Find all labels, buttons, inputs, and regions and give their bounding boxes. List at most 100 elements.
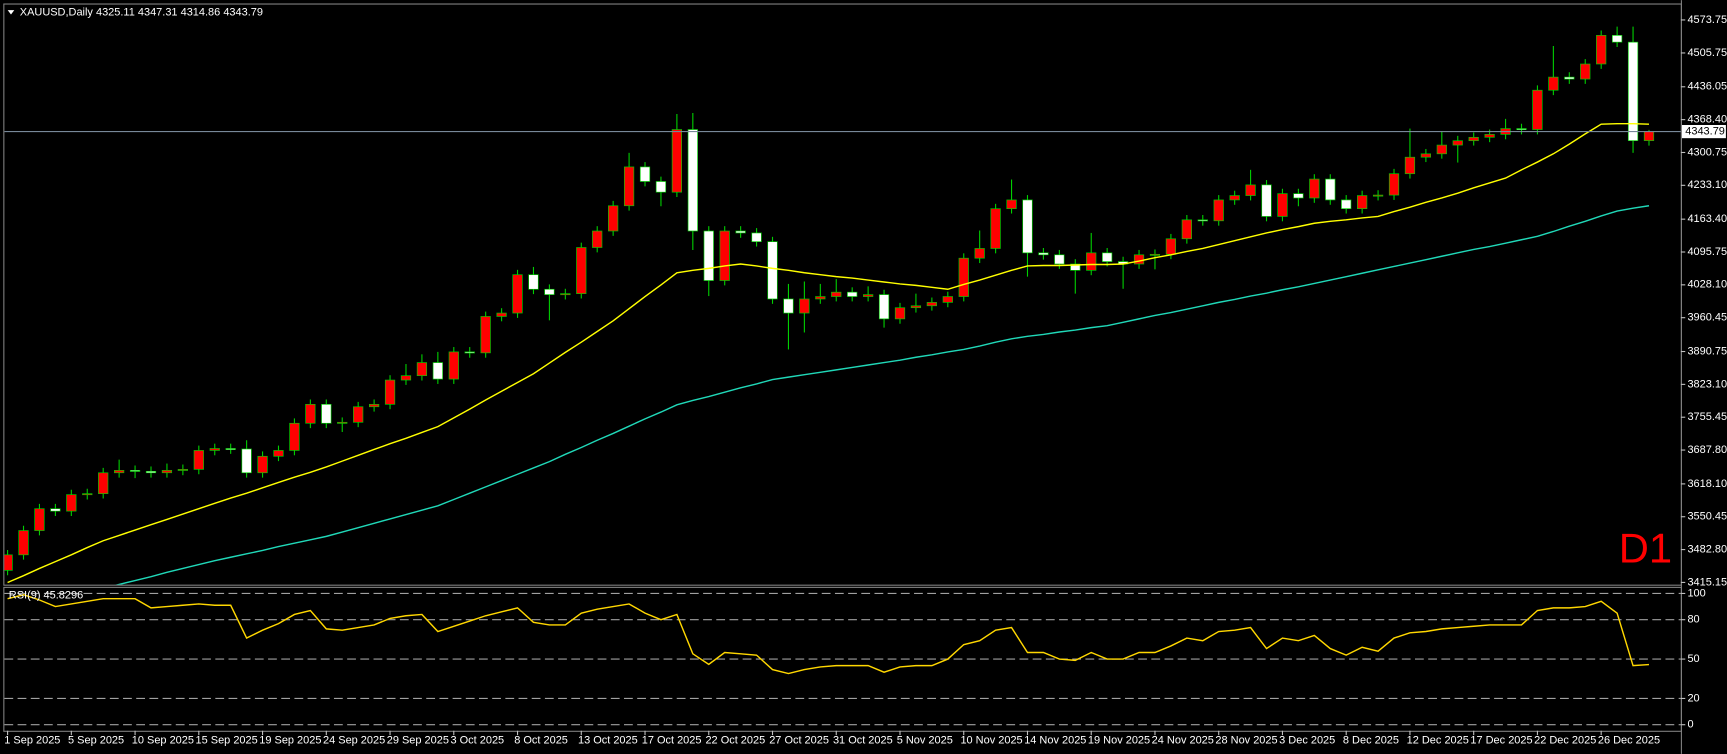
candle-body	[1022, 199, 1033, 254]
candle-body	[719, 230, 730, 281]
candle-body	[958, 257, 969, 297]
candle-body	[910, 305, 922, 309]
chart-header: XAUUSD,Daily 4325.11 4347.31 4314.86 434…	[20, 6, 263, 18]
bid-label: 4343.79	[1685, 125, 1725, 137]
candle-body	[1261, 184, 1272, 217]
candle-body	[177, 469, 188, 471]
candle-body	[1596, 35, 1607, 65]
header-triangle	[7, 10, 15, 15]
y-tick-label: 3890.75	[1687, 345, 1727, 357]
y-tick-label: 4163.40	[1687, 213, 1727, 225]
candle-body	[384, 379, 396, 405]
y-tick-label: 3823.10	[1687, 378, 1727, 390]
candle-body	[847, 291, 858, 297]
candle-body	[1564, 76, 1575, 80]
x-tick-label: 3 Oct 2025	[450, 735, 504, 747]
header-low: 4314.86	[181, 6, 221, 18]
x-tick-label: 27 Oct 2025	[769, 735, 829, 747]
header-open: 4325.11	[96, 6, 135, 18]
candle-body	[1038, 252, 1049, 256]
candle-body	[894, 307, 906, 320]
candle-body	[464, 351, 475, 354]
y-tick-label: 3687.80	[1687, 444, 1727, 456]
y-tick-label: 3550.45	[1687, 511, 1727, 523]
x-tick-label: 24 Nov 2025	[1152, 735, 1214, 747]
candle-body	[767, 241, 778, 300]
candle-body	[241, 448, 252, 474]
candle-body	[878, 294, 890, 320]
x-tick-label: 24 Sep 2025	[323, 735, 385, 747]
candle-body	[1643, 131, 1655, 141]
candle-body	[831, 291, 842, 297]
candle-body	[289, 422, 300, 451]
y-tick-label: 3960.45	[1687, 312, 1727, 324]
y-tick-label: 20	[1687, 692, 1699, 704]
candle-body	[783, 298, 794, 314]
candle-body	[225, 448, 236, 450]
candle-body	[560, 293, 571, 296]
x-tick-label: 1 Sep 2025	[4, 735, 60, 747]
candle-body	[480, 316, 491, 354]
candle-body	[1452, 140, 1463, 146]
y-tick-label: 0	[1687, 719, 1693, 731]
candle-body	[1580, 63, 1591, 80]
indicator-line	[7, 123, 1650, 584]
indicator-header: RSI(9) 45.8296	[9, 590, 83, 602]
candle-body	[1086, 252, 1097, 271]
candle-body	[1006, 199, 1017, 210]
candle-body	[512, 274, 523, 314]
candle-body	[1181, 219, 1192, 240]
candle-body	[209, 448, 220, 451]
x-tick-label: 8 Oct 2025	[514, 735, 568, 747]
y-tick-label: 4300.75	[1687, 146, 1727, 158]
candle-body	[926, 302, 937, 307]
candle-body	[799, 298, 810, 314]
candle-body	[1341, 199, 1352, 210]
x-tick-label: 5 Nov 2025	[897, 735, 953, 747]
candle-body	[1070, 263, 1081, 271]
candle-body	[400, 375, 412, 381]
candle-body	[145, 470, 157, 474]
y-tick-label: 50	[1687, 653, 1699, 665]
timeframe-label: D1	[1619, 525, 1672, 572]
candle-body	[1404, 156, 1416, 175]
candle-body	[1357, 195, 1368, 210]
x-tick-label: 22 Dec 2025	[1534, 735, 1596, 747]
candle-body	[655, 181, 667, 193]
y-tick-label: 3755.45	[1687, 411, 1727, 423]
x-tick-label: 17 Dec 2025	[1470, 735, 1532, 747]
plot-area	[7, 594, 1650, 675]
x-tick-label: 15 Sep 2025	[196, 735, 258, 747]
candle-body	[576, 247, 587, 294]
candle-body	[368, 403, 380, 408]
x-tick-label: 31 Oct 2025	[833, 735, 893, 747]
candle-body	[353, 406, 364, 423]
candle-body	[1548, 76, 1559, 91]
plot-area	[4, 26, 1681, 585]
candle-body	[1516, 128, 1527, 130]
y-tick-label: 3415.15	[1687, 576, 1727, 588]
x-tick-label: 13 Oct 2025	[578, 735, 638, 747]
x-tick-label: 28 Nov 2025	[1215, 735, 1277, 747]
bid-label-box	[1681, 124, 1726, 139]
y-tick-label: 4233.10	[1687, 179, 1727, 191]
candle-body	[863, 294, 874, 297]
x-tick-label: 29 Sep 2025	[387, 735, 449, 747]
candle-body	[1054, 254, 1065, 265]
x-tick-label: 5 Sep 2025	[68, 735, 124, 747]
candle-body	[4, 554, 13, 571]
candle-body	[34, 508, 45, 531]
candle-body	[942, 296, 953, 303]
candle-body	[990, 208, 1001, 249]
y-tick-label: 3482.80	[1687, 543, 1727, 555]
candle-body	[1293, 193, 1304, 199]
candle-body	[1484, 134, 1495, 138]
candle-body	[1627, 41, 1639, 141]
candle-body	[496, 312, 507, 317]
candle-body	[273, 450, 284, 457]
header-high: 4347.31	[138, 6, 178, 18]
candle-body	[82, 493, 93, 496]
candle-body	[1149, 253, 1161, 256]
y-tick-label: 4095.75	[1687, 246, 1727, 258]
